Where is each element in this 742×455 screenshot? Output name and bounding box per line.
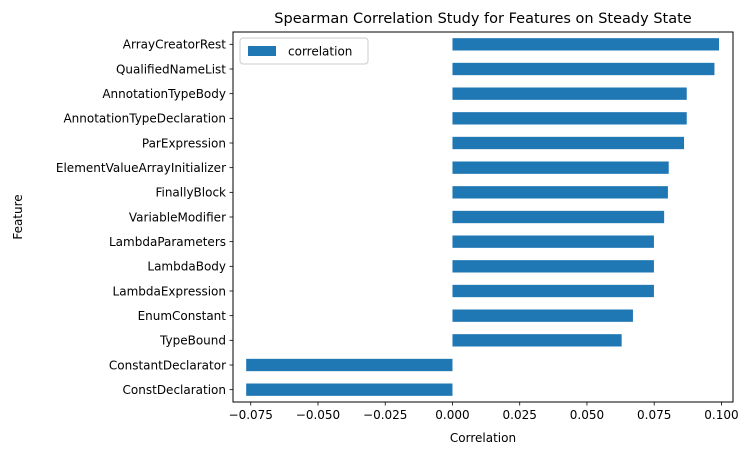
bar xyxy=(452,235,654,248)
x-tick-label: 0.100 xyxy=(704,408,738,422)
y-axis-label: Feature xyxy=(11,194,25,239)
y-tick-label: LambdaParameters xyxy=(109,235,226,249)
legend-frame xyxy=(239,37,369,65)
bar xyxy=(246,383,453,396)
legend-swatch xyxy=(248,46,276,56)
bar xyxy=(452,62,715,76)
x-tick-label: 0.050 xyxy=(570,408,604,422)
y-tick-label: ParExpression xyxy=(142,136,226,150)
bar xyxy=(452,161,669,174)
y-axis-ticks: ArrayCreatorRest QualifiedNameList Annotat… xyxy=(56,38,233,397)
y-tick-label: ConstDeclaration xyxy=(123,383,226,397)
y-tick-label: VariableModifier xyxy=(129,210,226,224)
y-tick-label: ConstantDeclarator xyxy=(109,358,226,372)
y-tick-label: TypeBound xyxy=(159,334,226,348)
y-tick-label: LambdaBody xyxy=(147,260,226,274)
bar xyxy=(452,136,685,150)
plot-frame xyxy=(232,31,734,403)
bar xyxy=(452,210,665,224)
bars-group xyxy=(246,38,720,396)
x-tick-label: −0.025 xyxy=(363,408,407,422)
chart-title: Spearman Correlation Study for Features … xyxy=(274,11,691,27)
legend-label: correlation xyxy=(288,45,352,59)
bar xyxy=(246,358,453,372)
x-tick-label: 0.075 xyxy=(637,408,671,422)
y-tick-label: FinallyBlock xyxy=(155,186,226,200)
bar xyxy=(452,87,687,100)
x-tick-label: 0.025 xyxy=(503,408,537,422)
bar xyxy=(452,38,720,51)
bar xyxy=(452,186,668,199)
y-tick-label: AnnotationTypeBody xyxy=(102,87,226,101)
y-tick-label: ArrayCreatorRest xyxy=(123,38,227,52)
bar xyxy=(452,260,654,273)
bar xyxy=(452,284,654,298)
y-tick-label: ElementValueArrayInitializer xyxy=(56,161,226,175)
x-tick-label: −0.050 xyxy=(296,408,340,422)
y-tick-label: LambdaExpression xyxy=(113,284,226,298)
bar xyxy=(452,309,633,322)
y-tick-label: QualifiedNameList xyxy=(116,62,226,76)
x-tick-label: −0.075 xyxy=(229,408,273,422)
legend: correlation xyxy=(239,37,369,65)
y-tick-label: AnnotationTypeDeclaration xyxy=(63,112,226,126)
y-tick-label: EnumConstant xyxy=(138,309,227,323)
bar xyxy=(452,112,687,125)
bar xyxy=(452,334,622,347)
x-axis-ticks: −0.075 −0.050 −0.025 0.000 0.025 0.050 0.075 0.… xyxy=(229,402,739,422)
x-tick-label: 0.000 xyxy=(435,408,469,422)
x-axis-label: Correlation xyxy=(450,431,516,445)
